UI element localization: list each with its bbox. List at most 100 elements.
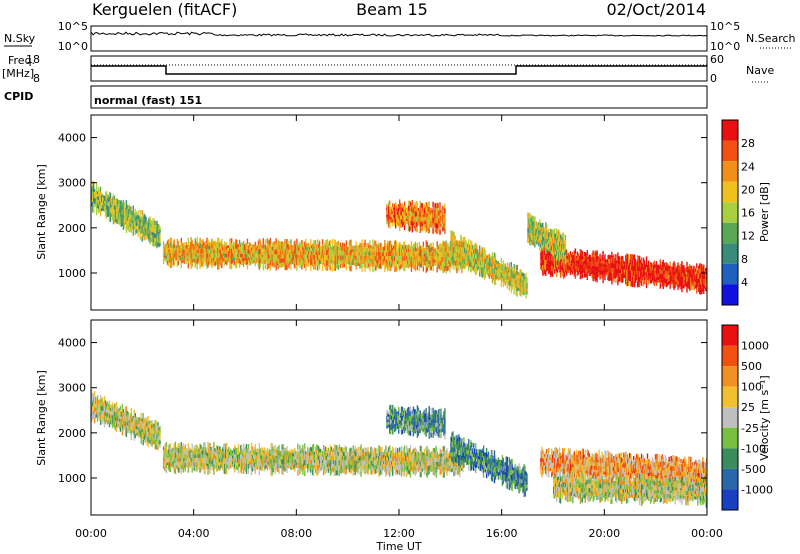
- echo-cell: [442, 262, 444, 268]
- echo-cell: [470, 245, 472, 251]
- echo-cell: [225, 246, 227, 251]
- echo-cell: [500, 257, 503, 263]
- echo-cell: [230, 258, 232, 264]
- echo-cell: [152, 218, 154, 223]
- echo-cell: [242, 249, 245, 254]
- echo-cell: [672, 279, 674, 284]
- echo-cell: [401, 256, 404, 260]
- echo-cell: [575, 255, 578, 259]
- echo-cell: [137, 227, 139, 233]
- echo-cell: [642, 281, 645, 287]
- echo-cell: [313, 254, 315, 260]
- echo-cell: [489, 257, 492, 261]
- echo-cell: [494, 274, 497, 280]
- echo-cell: [430, 247, 432, 253]
- echo-cell: [659, 259, 661, 265]
- echo-cell: [565, 249, 568, 254]
- echo-cell: [401, 252, 404, 257]
- echo-cell: [175, 257, 178, 261]
- echo-cell: [391, 217, 393, 221]
- echo-cell: [555, 258, 557, 262]
- echo-cell: [454, 262, 456, 266]
- echo-cell: [614, 265, 616, 269]
- echo-cell: [555, 267, 557, 272]
- echo-cell: [262, 238, 264, 244]
- echo-cell: [221, 238, 223, 244]
- echo-cell: [214, 244, 216, 250]
- echo-cell: [629, 273, 631, 278]
- echo-cell: [296, 260, 298, 266]
- echo-cell: [337, 260, 340, 265]
- echo-cell: [124, 221, 127, 225]
- echo-cell: [289, 251, 291, 255]
- echo-cell: [206, 263, 208, 269]
- echo-cell: [522, 283, 524, 288]
- echo-cell: [506, 266, 508, 272]
- echo-cell: [367, 247, 369, 252]
- echo-cell: [463, 263, 465, 269]
- echo-cell: [685, 270, 687, 274]
- echo-cell: [287, 247, 289, 251]
- echo-cell: [150, 227, 152, 232]
- echo-cell: [678, 276, 680, 281]
- echo-cell: [537, 230, 539, 234]
- echo-cell: [352, 245, 354, 249]
- echo-cell: [397, 261, 399, 264]
- echo-cell: [608, 259, 610, 264]
- echo-cell: [565, 253, 568, 259]
- echo-cell: [226, 245, 228, 250]
- echo-cell: [212, 244, 214, 250]
- echo-cell: [331, 255, 334, 261]
- echo-cell: [442, 214, 444, 219]
- echo-cell: [282, 262, 284, 266]
- echo-cell: [256, 251, 259, 254]
- echo-cell: [404, 206, 407, 210]
- echo-cell: [423, 212, 425, 218]
- echo-cell: [264, 254, 266, 260]
- echo-cell: [294, 263, 296, 269]
- echo-cell: [397, 253, 399, 257]
- echo-cell: [196, 258, 198, 264]
- echo-cell: [202, 248, 204, 254]
- echo-cell: [253, 254, 256, 257]
- echo-cell: [663, 266, 665, 271]
- echo-cell: [221, 248, 223, 254]
- echo-cell: [587, 265, 589, 268]
- echo-cell: [590, 262, 592, 266]
- echo-cell: [391, 211, 393, 215]
- echo-cell: [502, 260, 505, 265]
- echo-cell: [213, 245, 215, 250]
- echo-cell: [412, 219, 415, 223]
- echo-cell: [422, 209, 424, 212]
- echo-cell: [253, 251, 256, 254]
- echo-cell: [446, 252, 448, 257]
- echo-cell: [330, 255, 333, 258]
- echo-cell: [360, 251, 362, 256]
- echo-cell: [127, 217, 129, 222]
- echo-cell: [600, 269, 602, 273]
- echo-cell: [603, 263, 605, 268]
- echo-cell: [401, 211, 404, 216]
- echo-cell: [302, 246, 304, 251]
- echo-cell: [199, 253, 201, 259]
- echo-cell: [672, 283, 674, 288]
- echo-cell: [403, 220, 406, 226]
- echo-cell: [699, 268, 701, 274]
- echo-cell: [405, 213, 408, 216]
- echo-cell: [368, 263, 370, 267]
- echo-cell: [613, 268, 615, 273]
- echo-cell: [435, 248, 437, 252]
- echo-cell: [668, 269, 670, 273]
- echo-cell: [449, 257, 451, 263]
- echo-cell: [304, 259, 306, 264]
- echo-cell: [472, 265, 474, 270]
- echo-cell: [540, 249, 542, 253]
- echo-cell: [592, 265, 594, 271]
- echo-cell: [387, 207, 389, 212]
- echo-cell: [592, 255, 594, 261]
- echo-cell: [488, 270, 491, 275]
- echo-cell: [239, 257, 242, 261]
- echo-cell: [162, 241, 165, 246]
- echo-cell: [220, 262, 222, 267]
- echo-cell: [200, 262, 202, 268]
